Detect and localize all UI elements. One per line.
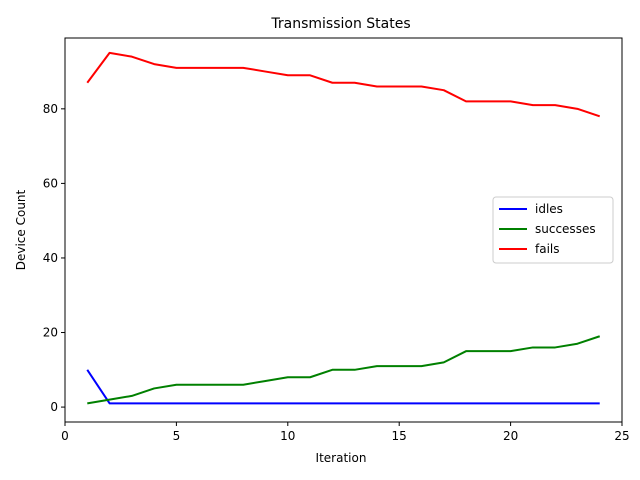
chart-title: Transmission States [270, 16, 410, 32]
series-line-successes [87, 335, 601, 405]
y-tick-label: 60 [43, 176, 58, 190]
legend-label-successes: successes [535, 222, 596, 236]
y-tick-label: 80 [43, 102, 58, 116]
x-tick-label: 10 [280, 429, 295, 443]
y-axis-label: Device Count [14, 189, 28, 270]
series-line-fails [86, 51, 601, 118]
x-tick-label: 20 [503, 429, 518, 443]
y-axis-ticks: 0 20 40 60 80 [43, 102, 65, 414]
legend-box [492, 196, 614, 264]
x-axis-label: Iteration [316, 451, 367, 465]
legend-label-idles: idles [535, 202, 563, 216]
legend-label-fails: fails [535, 242, 560, 256]
y-tick-label: 0 [50, 400, 58, 414]
series-line-idles [86, 369, 600, 405]
legend: idles successes fails [492, 196, 614, 264]
x-axis-ticks: 0 5 10 15 20 25 [61, 422, 630, 443]
y-tick-label: 20 [43, 326, 58, 340]
x-tick-label: 5 [173, 429, 181, 443]
axes-frame [64, 37, 623, 423]
series-lines [86, 51, 601, 405]
y-tick-label: 40 [43, 251, 58, 265]
x-tick-label: 25 [614, 429, 629, 443]
x-tick-label: 15 [392, 429, 407, 443]
x-tick-label: 0 [61, 429, 69, 443]
